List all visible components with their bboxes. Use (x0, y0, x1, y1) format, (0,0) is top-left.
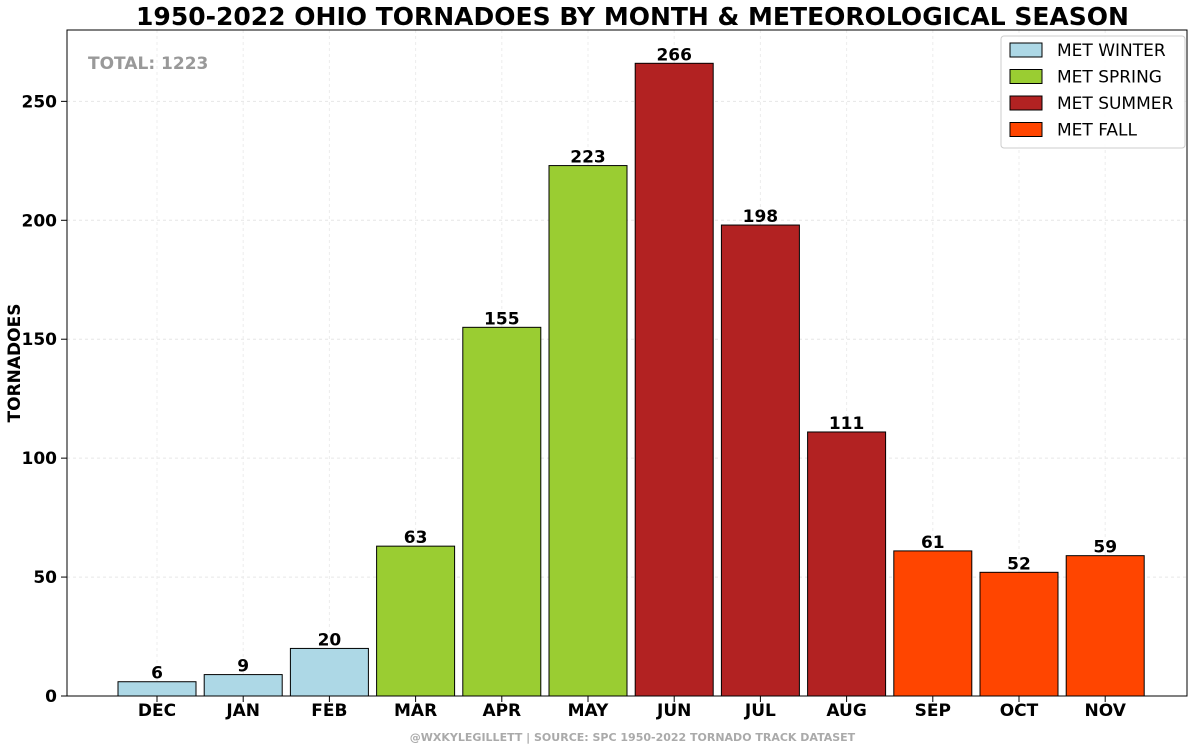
legend-swatch (1009, 42, 1043, 58)
chart-title: 1950-2022 OHIO TORNADOES BY MONTH & METE… (136, 2, 1129, 31)
data-label-dec: 6 (151, 664, 163, 684)
bar-jan (203, 674, 283, 697)
x-tick-label-dec: DEC (138, 701, 176, 721)
legend-swatch (1009, 122, 1043, 137)
data-label-nov: 59 (1093, 538, 1117, 558)
data-label-jan: 9 (237, 657, 249, 677)
x-tick-label-jan: JAN (225, 701, 260, 721)
data-labels: 6 9 20 63 155 223 266 198 111 61 52 59 (151, 45, 1117, 683)
x-tick-label-feb: FEB (311, 701, 347, 721)
x-tick-label-aug: AUG (826, 701, 866, 721)
y-tick-label: 200 (22, 211, 58, 231)
y-axis-label: TORNADOES (5, 304, 25, 423)
bar-aug (807, 431, 887, 697)
bar-mar (376, 545, 456, 697)
data-label-jun: 266 (656, 45, 692, 65)
footer-credit: @WXKYLEGILLETT | SOURCE: SPC 1950-2022 T… (409, 731, 856, 744)
y-tick-label: 150 (22, 330, 58, 350)
x-tick-label-nov: NOV (1085, 701, 1127, 721)
legend-entry: MET FALL (1057, 121, 1138, 141)
x-tick-label-mar: MAR (394, 701, 437, 721)
data-label-apr: 155 (484, 309, 520, 329)
legend-box (1000, 35, 1186, 149)
bars (117, 62, 1145, 697)
legend-entry: MET SUMMER (1057, 94, 1174, 114)
bar-dec (117, 681, 197, 697)
data-label-aug: 111 (829, 414, 865, 434)
x-tick-label-sep: SEP (915, 701, 951, 721)
bar-feb (289, 647, 369, 697)
data-label-mar: 63 (404, 528, 428, 548)
legend-entry: MET WINTER (1057, 41, 1166, 61)
y-tick-label: 50 (33, 568, 57, 588)
legend-swatch (1009, 95, 1043, 111)
y-tick-label: 250 (22, 92, 58, 112)
bar-apr (462, 326, 542, 697)
legend: MET WINTER MET SPRING MET SUMMER MET FALL (1000, 35, 1186, 149)
bar-may (548, 165, 628, 697)
bar-oct (979, 571, 1059, 697)
data-label-oct: 52 (1007, 554, 1031, 574)
x-tick-label-jun: JUN (656, 701, 691, 721)
data-label-jul: 198 (743, 207, 779, 227)
bar-jun (634, 62, 714, 697)
axes: 0 50 100 150 200 250 DEC JAN FEB MAR APR MAY JUN JUL A… (22, 29, 1188, 721)
plot-frame (66, 29, 1188, 697)
bar-nov (1065, 555, 1145, 697)
x-tick-label-oct: OCT (1000, 701, 1039, 721)
data-label-sep: 61 (921, 533, 945, 553)
y-tick-label: 100 (22, 449, 58, 469)
bar-jul (720, 224, 800, 697)
x-tick-label-jul: JUL (744, 701, 776, 721)
legend-entry: MET SPRING (1057, 68, 1162, 88)
bar-sep (893, 550, 973, 697)
x-tick-label-apr: APR (482, 701, 521, 721)
y-tick-label: 0 (45, 687, 57, 707)
data-label-feb: 20 (318, 630, 342, 650)
total-annotation: TOTAL: 1223 (88, 54, 208, 74)
x-tick-label-may: MAY (568, 701, 609, 721)
legend-swatch (1009, 69, 1043, 84)
data-label-may: 223 (570, 148, 606, 168)
